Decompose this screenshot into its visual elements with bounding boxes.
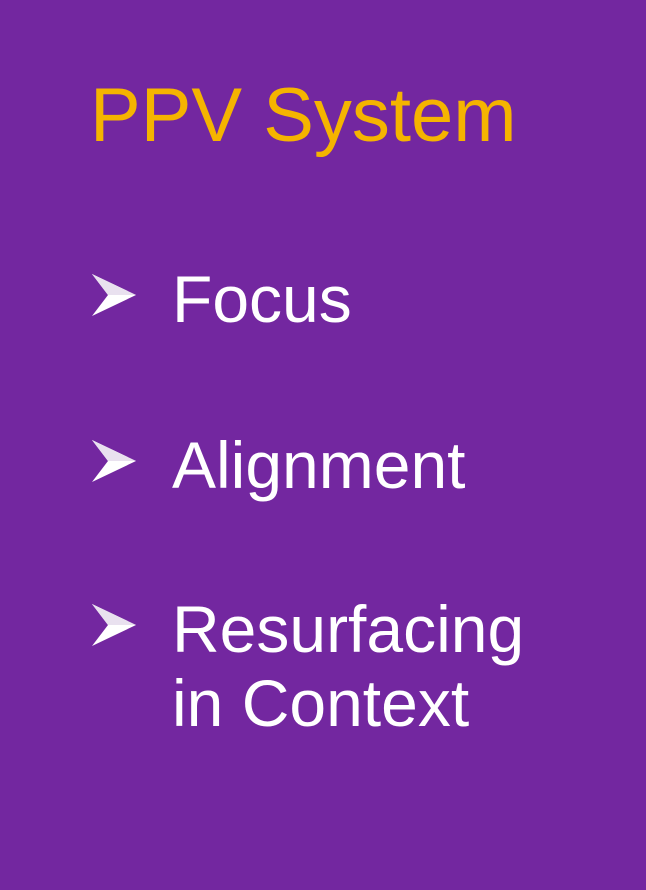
bullet-item-resurfacing-in-context: Resurfacing in Context [90,592,524,740]
arrowhead-bullet-icon [92,440,136,482]
bullet-item-alignment: Alignment [90,428,466,502]
slide-title: PPV System [90,73,517,158]
bullet-item-focus: Focus [90,262,352,336]
bullet-label: Focus [172,262,352,336]
arrowhead-bullet-icon [92,274,136,316]
bullet-label: Resurfacing in Context [172,592,525,740]
arrowhead-bullet-icon [92,604,136,646]
bullet-label: Alignment [172,428,466,502]
